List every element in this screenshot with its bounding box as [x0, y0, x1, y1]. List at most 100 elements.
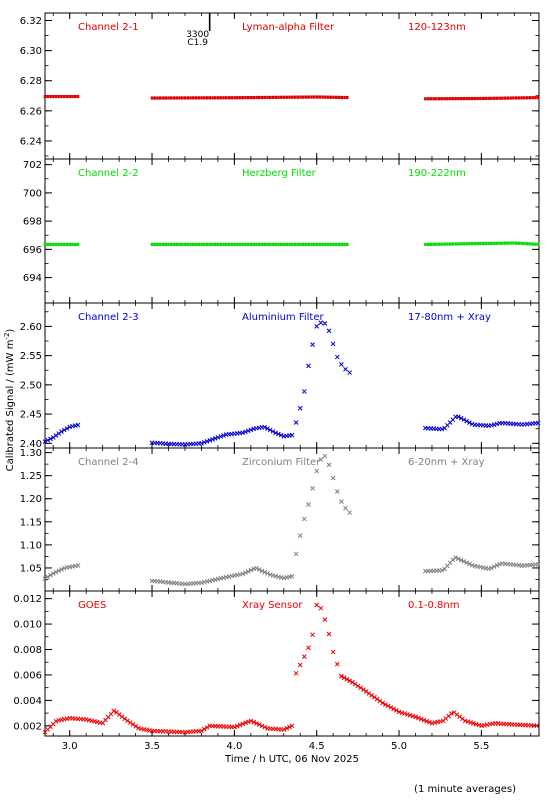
- data-point: [71, 242, 74, 247]
- data-point: [471, 721, 476, 726]
- data-point: [164, 242, 168, 247]
- data-point: [498, 96, 501, 100]
- panel-label-channel: GOES: [78, 600, 106, 611]
- data-point: [498, 241, 501, 245]
- data-point: [246, 242, 250, 247]
- y-tick-label: 6.24: [20, 136, 42, 147]
- data-point: [46, 94, 50, 99]
- y-tick-label: 2.45: [20, 410, 42, 421]
- data-point: [487, 241, 490, 246]
- data-point: [326, 631, 332, 637]
- data-point: [289, 723, 295, 729]
- data-point: [49, 94, 52, 99]
- data-point: [249, 242, 253, 247]
- data-point: [208, 96, 212, 100]
- data-point: [506, 241, 510, 245]
- data-point: [175, 242, 179, 247]
- data-point: [304, 242, 308, 247]
- data-point: [534, 723, 539, 729]
- y-tick-label: 0.010: [13, 620, 42, 631]
- data-point: [520, 96, 523, 100]
- data-point: [204, 438, 210, 444]
- data-point: [76, 94, 80, 99]
- data-point: [296, 242, 300, 247]
- y-tick-label: 2.60: [20, 322, 42, 333]
- y-tick-label: 1.30: [20, 448, 42, 459]
- data-point: [418, 716, 424, 722]
- data-point: [372, 694, 377, 700]
- data-point: [363, 689, 369, 694]
- data-point: [347, 370, 352, 375]
- data-point: [304, 95, 308, 99]
- y-axis-label-main: Calibrated Signal / (mW m: [5, 340, 16, 472]
- y-tick-label: 2.40: [20, 439, 42, 450]
- data-point: [224, 96, 228, 100]
- data-point: [297, 533, 303, 538]
- data-point: [352, 681, 358, 687]
- data-point: [156, 242, 159, 247]
- data-point: [197, 242, 201, 247]
- data-point: [256, 722, 262, 728]
- data-point: [340, 95, 344, 100]
- data-point: [216, 96, 220, 100]
- data-point: [339, 499, 344, 504]
- y-axis-label-exponent: -2: [3, 333, 11, 340]
- data-point: [127, 720, 133, 725]
- data-point: [301, 242, 305, 247]
- data-point: [512, 241, 515, 245]
- data-point: [458, 415, 464, 421]
- data-point: [491, 564, 497, 570]
- data-point: [301, 389, 307, 394]
- data-point: [260, 242, 264, 247]
- data-point: [535, 420, 541, 426]
- data-point: [330, 341, 336, 347]
- data-point: [75, 563, 81, 568]
- data-point: [274, 242, 278, 247]
- data-point: [211, 242, 214, 247]
- data-point: [200, 242, 203, 247]
- x-tick-label: 5.0: [391, 741, 407, 752]
- data-point: [473, 96, 477, 101]
- data-point: [251, 719, 257, 725]
- data-point: [306, 363, 311, 369]
- panel-label-band: 120-123nm: [408, 22, 466, 33]
- data-point: [178, 96, 181, 100]
- data-point: [470, 242, 474, 246]
- data-point: [310, 486, 315, 491]
- data-point: [446, 242, 449, 246]
- data-point: [48, 572, 53, 578]
- data-point: [183, 96, 187, 100]
- data-point: [310, 242, 313, 247]
- data-point: [172, 96, 176, 100]
- data-point: [62, 94, 66, 99]
- data-point: [45, 574, 51, 580]
- data-point: [476, 241, 479, 246]
- data-point: [158, 242, 162, 247]
- data-point: [301, 516, 307, 522]
- data-point: [462, 242, 466, 246]
- data-point: [494, 563, 500, 568]
- data-point: [469, 562, 475, 568]
- data-point: [252, 95, 256, 100]
- data-point: [310, 632, 315, 638]
- data-point: [464, 560, 469, 566]
- data-point: [62, 242, 66, 247]
- data-point: [462, 718, 468, 724]
- data-point: [240, 430, 245, 436]
- data-point: [343, 242, 346, 247]
- data-point: [439, 567, 445, 573]
- data-point: [299, 95, 302, 99]
- y-tick-label: 694: [23, 273, 42, 284]
- data-point: [517, 96, 521, 100]
- data-point: [57, 242, 61, 247]
- y-tick-label: 6.26: [20, 106, 42, 117]
- data-point: [437, 242, 441, 246]
- panel-label-channel: Channel 2-2: [78, 168, 139, 179]
- data-point: [183, 242, 187, 247]
- data-point: [53, 718, 59, 724]
- data-point: [271, 242, 275, 247]
- data-point: [51, 94, 55, 99]
- data-point: [424, 242, 427, 247]
- data-point: [60, 242, 63, 247]
- data-point: [197, 96, 201, 100]
